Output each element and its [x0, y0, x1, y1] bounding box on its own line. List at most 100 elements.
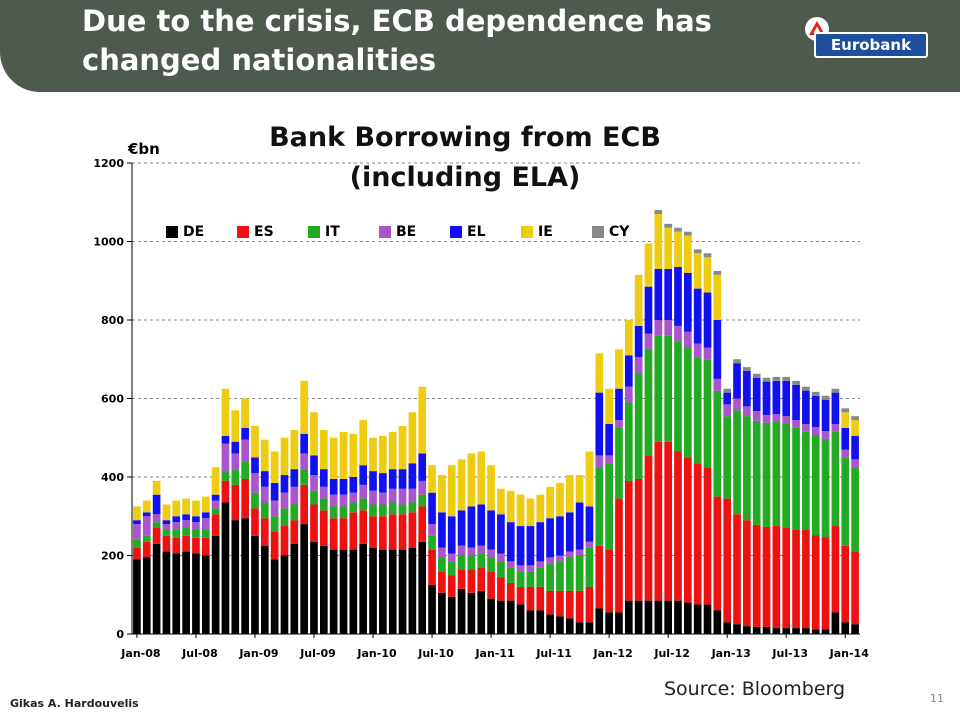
- source-note: Source: Bloomberg: [664, 678, 846, 700]
- bar-segment-be: [654, 320, 663, 336]
- bar-segment-it: [172, 529, 181, 538]
- bar-segment-de: [546, 614, 554, 635]
- bar-segment-el: [369, 471, 377, 491]
- bar-segment-de: [644, 600, 653, 634]
- bar-segment-it: [300, 469, 308, 485]
- bar-segment-el: [428, 492, 436, 525]
- bar-segment-be: [605, 455, 613, 464]
- bar-segment-el: [290, 469, 299, 487]
- bar-segment-el: [388, 469, 397, 489]
- bar-segment-cy: [664, 223, 672, 228]
- bar-segment-it: [142, 535, 151, 542]
- bar-segment-ie: [526, 498, 535, 527]
- bar-segment-ie: [477, 451, 486, 505]
- bar-segment-el: [359, 465, 368, 485]
- bar-segment-be: [772, 414, 781, 423]
- bar-segment-es: [487, 571, 495, 599]
- bar-segment-el: [802, 390, 810, 425]
- bar-segment-ie: [359, 420, 368, 466]
- bar-segment-es: [526, 586, 535, 611]
- bar-segment-es: [703, 467, 712, 605]
- bar-segment-de: [743, 626, 751, 634]
- bar-segment-el: [595, 392, 604, 456]
- bar-segment-it: [664, 335, 672, 442]
- bar-segment-el: [270, 482, 279, 501]
- bar-segment-be: [280, 492, 289, 509]
- bar-segment-el: [743, 371, 751, 407]
- bar-segment-it: [565, 557, 574, 591]
- bar-segment-it: [211, 508, 220, 515]
- x-tick-label: Jan-08: [120, 647, 160, 660]
- bar-segment-it: [536, 567, 545, 587]
- bar-segment-be: [192, 522, 200, 530]
- bar-segment-el: [713, 320, 722, 379]
- x-tick-label: Jan-11: [474, 647, 514, 660]
- bar-segment-de: [654, 600, 663, 634]
- bar-segment-es: [743, 520, 751, 627]
- bar-segment-de: [851, 624, 859, 634]
- bar-segment-ie: [585, 451, 594, 507]
- bar-segment-ie: [339, 431, 348, 479]
- bar-segment-be: [379, 492, 387, 505]
- legend-label: IE: [538, 224, 553, 240]
- bar-segment-es: [536, 586, 545, 611]
- bar-segment-de: [536, 610, 545, 634]
- bar-segment-es: [792, 529, 800, 629]
- bar-segment-de: [733, 624, 741, 634]
- bar-segment-de: [359, 543, 368, 634]
- bar-segment-ie: [408, 412, 417, 464]
- bar-segment-be: [349, 492, 358, 503]
- bar-segment-be: [762, 414, 771, 423]
- bar-segment-be: [152, 514, 161, 523]
- bar-segment-be: [703, 347, 712, 360]
- bar-segment-cy: [792, 380, 800, 385]
- bar-segment-it: [447, 561, 456, 576]
- bar-segment-be: [320, 486, 328, 499]
- bar-segment-be: [634, 357, 643, 373]
- bar-segment-de: [172, 553, 181, 634]
- bar-segment-de: [487, 598, 495, 634]
- bar-segment-ie: [634, 274, 643, 326]
- bar-segment-ie: [674, 231, 682, 268]
- bar-segment-ie: [152, 480, 161, 495]
- bar-segment-el: [703, 292, 712, 348]
- bar-segment-el: [811, 395, 820, 428]
- bar-segment-es: [290, 520, 299, 544]
- bar-segment-be: [644, 333, 653, 350]
- bar-segment-de: [802, 628, 810, 634]
- bar-segment-it: [546, 563, 554, 591]
- bar-segment-it: [133, 539, 141, 548]
- bar-segment-el: [280, 475, 289, 493]
- bar-segment-be: [251, 473, 259, 493]
- bar-segment-ie: [182, 498, 190, 515]
- bar-segment-it: [388, 502, 397, 515]
- bar-segment-el: [320, 469, 328, 487]
- slide-header: Due to the crisis, ECB dependence has ch…: [0, 0, 960, 92]
- bar-segment-cy: [841, 408, 850, 413]
- bar-segment-be: [664, 320, 672, 336]
- bar-segment-cy: [723, 388, 732, 393]
- bar-segment-es: [241, 478, 249, 519]
- bar-segment-es: [329, 518, 338, 550]
- bar-segment-ie: [506, 490, 515, 523]
- bar-segment-el: [723, 392, 732, 405]
- bar-segment-be: [595, 455, 604, 468]
- bar-segment-el: [526, 526, 535, 566]
- bar-segment-de: [142, 557, 151, 634]
- bar-segment-de: [428, 584, 436, 634]
- bar-segment-el: [772, 380, 781, 415]
- bar-segment-el: [841, 427, 850, 450]
- bar-segment-ie: [624, 320, 633, 356]
- bar-segment-be: [142, 516, 151, 536]
- bar-segment-be: [713, 378, 722, 391]
- bar-segment-ie: [310, 412, 318, 456]
- bar-segment-el: [133, 520, 141, 525]
- bar-segment-es: [811, 535, 820, 630]
- bar-segment-el: [438, 512, 446, 548]
- bar-segment-el: [457, 510, 466, 546]
- bar-segment-el: [192, 516, 200, 523]
- bar-segment-ie: [290, 429, 299, 470]
- bar-segment-de: [133, 559, 141, 634]
- bar-segment-es: [546, 590, 554, 615]
- bar-segment-ie: [369, 437, 377, 472]
